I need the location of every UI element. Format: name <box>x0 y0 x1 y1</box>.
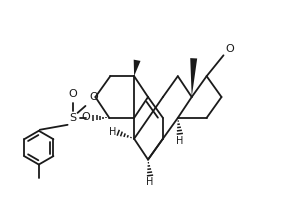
Text: O: O <box>89 92 98 102</box>
Text: O: O <box>68 89 77 99</box>
Text: O: O <box>82 112 90 122</box>
Text: H: H <box>146 178 154 187</box>
Text: H: H <box>176 136 184 146</box>
Polygon shape <box>190 58 197 97</box>
Text: H: H <box>109 127 116 137</box>
Text: S: S <box>69 113 76 123</box>
Polygon shape <box>134 60 140 76</box>
Text: O: O <box>226 44 234 54</box>
